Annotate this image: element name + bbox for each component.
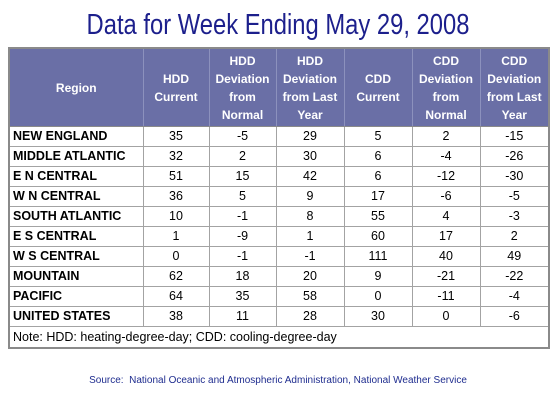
- value-cell-cdd-deviation-from-normal: 2: [411, 126, 481, 147]
- data-table: Region HDD Current HDD Deviation from Norm…: [8, 47, 550, 349]
- value-cell-cdd-current: 5: [343, 126, 413, 147]
- value-cell-hdd-deviation-from-normal: -9: [208, 226, 277, 247]
- column-header-hdd-deviation-from-normal: HDD Deviation from Normal: [208, 47, 277, 127]
- value-cell-cdd-deviation-from-last-year: -22: [479, 266, 550, 287]
- value-cell-cdd-deviation-from-normal: 17: [411, 226, 481, 247]
- value-cell-hdd-deviation-from-last-year: -1: [275, 246, 345, 267]
- table-note: Note: HDD: heating-degree-day; CDD: cool…: [8, 326, 550, 349]
- source-caption: Source: National Oceanic and Atmospheric…: [89, 375, 467, 386]
- value-cell-cdd-deviation-from-normal: 4: [411, 206, 481, 227]
- table-row-south-atlantic: SOUTH ATLANTIC 10 -1 8 55 4 -3: [8, 206, 550, 227]
- table-header: Region HDD Current HDD Deviation from Norm…: [8, 47, 550, 127]
- value-cell-cdd-deviation-from-normal: -4: [411, 146, 481, 167]
- value-cell-cdd-current: 111: [343, 246, 413, 267]
- value-cell-hdd-deviation-from-last-year: 42: [275, 166, 345, 187]
- value-cell-cdd-deviation-from-last-year: -26: [479, 146, 550, 167]
- value-cell-hdd-deviation-from-normal: 2: [208, 146, 277, 167]
- region-cell: SOUTH ATLANTIC: [8, 206, 144, 227]
- table-body: NEW ENGLAND 35 -5 29 5 2 -15 MIDDLE ATLANTIC 32 2…: [8, 126, 550, 349]
- value-cell-hdd-deviation-from-last-year: 29: [275, 126, 345, 147]
- value-cell-hdd-deviation-from-last-year: 1: [275, 226, 345, 247]
- region-cell: NEW ENGLAND: [8, 126, 144, 147]
- value-cell-cdd-deviation-from-last-year: -3: [479, 206, 550, 227]
- value-cell-hdd-deviation-from-normal: 35: [208, 286, 277, 307]
- value-cell-cdd-current: 6: [343, 166, 413, 187]
- table-row-w-s-central: W S CENTRAL 0 -1 -1 111 40 49: [8, 246, 550, 267]
- value-cell-cdd-deviation-from-normal: -12: [411, 166, 481, 187]
- region-cell: E S CENTRAL: [8, 226, 144, 247]
- value-cell-hdd-deviation-from-last-year: 9: [275, 186, 345, 207]
- table-row-middle-atlantic: MIDDLE ATLANTIC 32 2 30 6 -4 -26: [8, 146, 550, 167]
- value-cell-hdd-current: 36: [142, 186, 210, 207]
- chart-title: Data for Week Ending May 29, 2008: [86, 9, 470, 41]
- value-cell-cdd-deviation-from-normal: -6: [411, 186, 481, 207]
- value-cell-cdd-deviation-from-last-year: 2: [479, 226, 550, 247]
- column-header-hdd-deviation-from-last-year: HDD Deviation from Last Year: [275, 47, 345, 127]
- value-cell-hdd-current: 64: [142, 286, 210, 307]
- value-cell-hdd-deviation-from-last-year: 20: [275, 266, 345, 287]
- value-cell-cdd-deviation-from-normal: 40: [411, 246, 481, 267]
- value-cell-cdd-current: 6: [343, 146, 413, 167]
- value-cell-cdd-current: 9: [343, 266, 413, 287]
- region-cell: E N CENTRAL: [8, 166, 144, 187]
- value-cell-hdd-current: 32: [142, 146, 210, 167]
- value-cell-cdd-deviation-from-normal: -21: [411, 266, 481, 287]
- region-cell: W S CENTRAL: [8, 246, 144, 267]
- table-row-pacific: PACIFIC 64 35 58 0 -11 -4: [8, 286, 550, 307]
- value-cell-cdd-current: 60: [343, 226, 413, 247]
- table-row-w-n-central: W N CENTRAL 36 5 9 17 -6 -5: [8, 186, 550, 207]
- region-cell: MIDDLE ATLANTIC: [8, 146, 144, 167]
- value-cell-hdd-deviation-from-normal: 18: [208, 266, 277, 287]
- value-cell-cdd-current: 30: [343, 306, 413, 327]
- value-cell-hdd-current: 10: [142, 206, 210, 227]
- table-row-united-states: UNITED STATES 38 11 28 30 0 -6: [8, 306, 550, 327]
- header-row: Region HDD Current HDD Deviation from Norm…: [8, 47, 550, 127]
- region-cell: MOUNTAIN: [8, 266, 144, 287]
- table-row-e-n-central: E N CENTRAL 51 15 42 6 -12 -30: [8, 166, 550, 187]
- value-cell-hdd-deviation-from-last-year: 8: [275, 206, 345, 227]
- value-cell-cdd-deviation-from-normal: -11: [411, 286, 481, 307]
- value-cell-cdd-current: 55: [343, 206, 413, 227]
- column-header-cdd-current: CDD Current: [343, 47, 413, 127]
- region-cell: W N CENTRAL: [8, 186, 144, 207]
- column-header-hdd-current: HDD Current: [142, 47, 210, 127]
- table-row-new-england: NEW ENGLAND 35 -5 29 5 2 -15: [8, 126, 550, 147]
- value-cell-cdd-deviation-from-last-year: -6: [479, 306, 550, 327]
- region-cell: UNITED STATES: [8, 306, 144, 327]
- value-cell-hdd-deviation-from-last-year: 28: [275, 306, 345, 327]
- value-cell-cdd-deviation-from-last-year: -5: [479, 186, 550, 207]
- value-cell-cdd-deviation-from-last-year: 49: [479, 246, 550, 267]
- value-cell-cdd-deviation-from-last-year: -15: [479, 126, 550, 147]
- value-cell-cdd-current: 17: [343, 186, 413, 207]
- column-header-cdd-deviation-from-last-year: CDD Deviation from Last Year: [479, 47, 550, 127]
- table-row-mountain: MOUNTAIN 62 18 20 9 -21 -22: [8, 266, 550, 287]
- value-cell-cdd-deviation-from-normal: 0: [411, 306, 481, 327]
- column-header-cdd-deviation-from-normal: CDD Deviation from Normal: [411, 47, 481, 127]
- value-cell-hdd-deviation-from-normal: 5: [208, 186, 277, 207]
- value-cell-hdd-current: 0: [142, 246, 210, 267]
- value-cell-hdd-deviation-from-normal: 11: [208, 306, 277, 327]
- value-cell-hdd-current: 51: [142, 166, 210, 187]
- table-row-e-s-central: E S CENTRAL 1 -9 1 60 17 2: [8, 226, 550, 247]
- value-cell-hdd-deviation-from-normal: -1: [208, 206, 277, 227]
- value-cell-hdd-deviation-from-last-year: 58: [275, 286, 345, 307]
- value-cell-hdd-current: 35: [142, 126, 210, 147]
- region-cell: PACIFIC: [8, 286, 144, 307]
- value-cell-hdd-deviation-from-normal: -1: [208, 246, 277, 267]
- column-header-region: Region: [8, 47, 144, 127]
- value-cell-hdd-current: 1: [142, 226, 210, 247]
- value-cell-cdd-deviation-from-last-year: -30: [479, 166, 550, 187]
- value-cell-hdd-current: 62: [142, 266, 210, 287]
- value-cell-hdd-deviation-from-last-year: 30: [275, 146, 345, 167]
- note-row: Note: HDD: heating-degree-day; CDD: cool…: [8, 326, 550, 349]
- value-cell-cdd-deviation-from-last-year: -4: [479, 286, 550, 307]
- value-cell-hdd-current: 38: [142, 306, 210, 327]
- value-cell-hdd-deviation-from-normal: 15: [208, 166, 277, 187]
- value-cell-hdd-deviation-from-normal: -5: [208, 126, 277, 147]
- value-cell-cdd-current: 0: [343, 286, 413, 307]
